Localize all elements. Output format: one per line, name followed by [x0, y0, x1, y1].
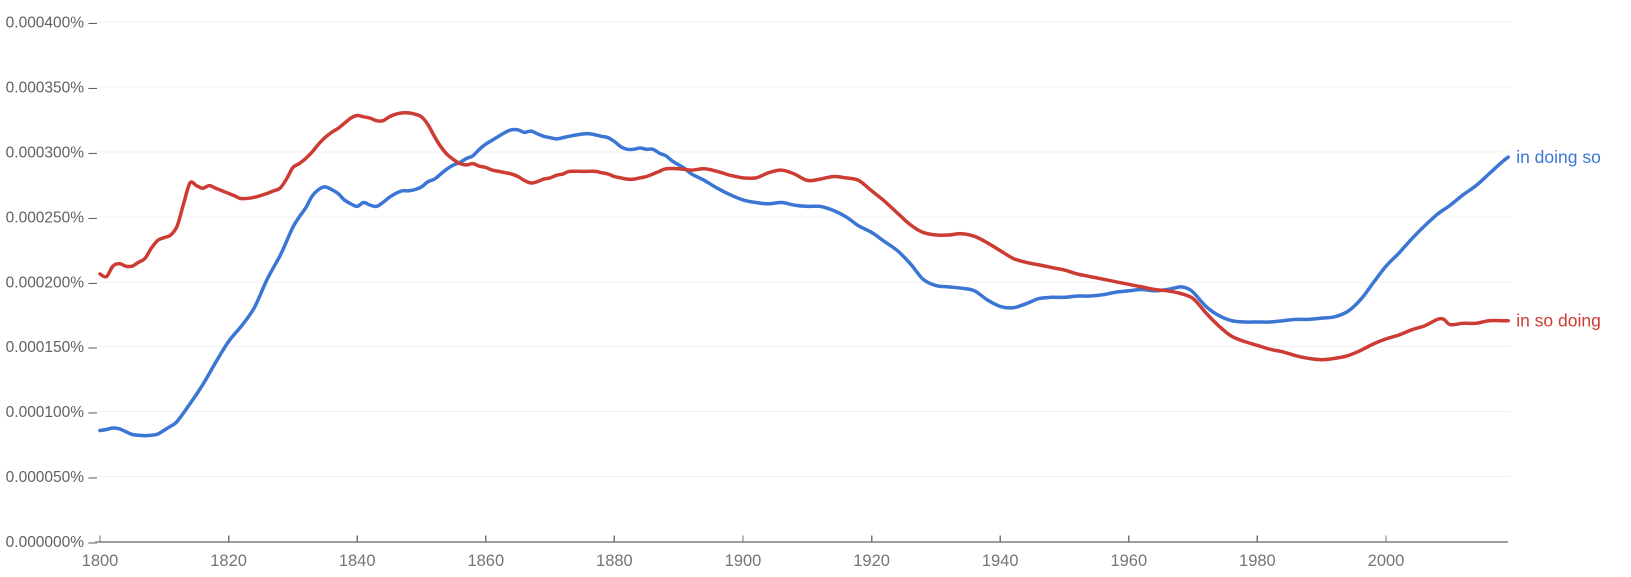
x-axis-tick-label: 1800 [82, 552, 119, 570]
x-axis-tick-label: 1820 [210, 552, 247, 570]
x-axis-tick-label: 2000 [1368, 552, 1405, 570]
series-label-in-so-doing[interactable]: in so doing [1516, 311, 1601, 331]
y-axis-tick-label: 0.000200% – [6, 274, 98, 291]
series-line-in-doing-so[interactable] [98, 127, 1510, 438]
series-line-in-so-doing[interactable] [98, 111, 1510, 362]
y-axis-tick-label: 0.000400% – [6, 15, 98, 32]
y-axis-tick-label: 0.000250% – [6, 209, 98, 226]
y-axis-tick-label: 0.000000% – [6, 534, 98, 551]
x-axis-tick-label: 1980 [1239, 552, 1276, 570]
y-axis-tick-label: 0.000050% – [6, 469, 98, 486]
x-axis-tick-label: 1900 [725, 552, 762, 570]
y-axis-tick-label: 0.000350% – [6, 79, 98, 96]
x-axis-tick-label: 1840 [339, 552, 376, 570]
series-label-in-doing-so[interactable]: in doing so [1516, 147, 1601, 167]
x-axis-tick-label: 1960 [1110, 552, 1147, 570]
y-axis-tick-label: 0.000100% – [6, 404, 98, 421]
x-axis-tick-label: 1880 [596, 552, 633, 570]
x-axis-tick-label: 1860 [467, 552, 504, 570]
x-axis-tick-label: 1920 [853, 552, 890, 570]
y-axis-tick-label: 0.000300% – [6, 144, 98, 161]
x-axis-tick-label: 1940 [982, 552, 1019, 570]
y-axis-tick-label: 0.000150% – [6, 339, 98, 356]
